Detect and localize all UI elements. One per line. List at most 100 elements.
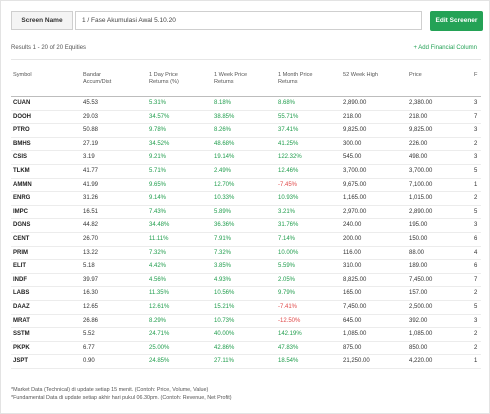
cell-price: 195.00 [409, 222, 428, 229]
symbol-link[interactable]: JSPT [13, 358, 29, 365]
cell-f: 3 [474, 154, 478, 161]
cell-price: 392.00 [409, 317, 428, 324]
cell-high: 240.00 [343, 222, 362, 229]
edit-screener-button[interactable]: Edit Screener [430, 11, 483, 31]
symbol-link[interactable]: CSIS [13, 154, 28, 161]
cell-week: 27.11% [214, 358, 234, 365]
cell-bandar: 45.53 [83, 100, 99, 106]
cell-day: 11.35% [149, 290, 169, 297]
screener-table: Symbol Bandar Accum/Dist 1 Day Price Returns… [11, 67, 481, 369]
cell-f: 5 [474, 167, 478, 174]
cell-high: 200.00 [343, 235, 362, 242]
column-header-text: Returns [214, 79, 234, 85]
table-row[interactable]: LABS 16.30 11.35% 10.56% 9.79% 165.00 157.00 2 [11, 287, 481, 301]
cell-f: 5 [474, 303, 478, 310]
cell-f: 1 [474, 358, 478, 365]
table-row[interactable]: PRIM 13.22 7.32% 7.32% 10.00% 116.00 88.00 4 [11, 247, 481, 261]
table-row[interactable]: DAAZ 12.65 12.61% 15.21% -7.41% 7,450.00 2,500… [11, 301, 481, 315]
cell-day: 9.14% [149, 195, 167, 202]
cell-day: 34.48% [149, 222, 170, 229]
column-header-month[interactable]: 1 Month Price Returns [278, 72, 313, 86]
add-financial-column-link[interactable]: + Add Financial Column [413, 45, 477, 51]
column-header-symbol[interactable]: Symbol [13, 72, 32, 79]
column-header-text: Accum/Dist [83, 79, 112, 85]
table-row[interactable]: CSIS 3.19 9.21% 19.14% 122.32% 545.00 498.00 3 [11, 151, 481, 165]
symbol-link[interactable]: DAAZ [13, 303, 30, 310]
cell-bandar: 41.99 [83, 181, 99, 188]
symbol-link[interactable]: CUAN [13, 100, 31, 106]
symbol-link[interactable]: PTRO [13, 127, 30, 134]
table-row[interactable]: DGNS 44.82 34.48% 36.36% 31.76% 240.00 195.00 3 [11, 219, 481, 233]
cell-month: -12.50% [278, 317, 301, 324]
table-row[interactable]: AMMN 41.99 9.65% 12.70% -7.45% 9,675.00 7,100.… [11, 179, 481, 193]
cell-month: 3.21% [278, 208, 296, 215]
table-row[interactable]: PTRO 50.88 9.78% 8.26% 37.41% 9,825.00 9,825.0… [11, 124, 481, 138]
column-header-week[interactable]: 1 Week Price Returns [214, 72, 247, 86]
screener-toolbar: Screen Name 1 / Fase Akumulasi Awal 5.10… [11, 11, 483, 32]
cell-price: 2,380.00 [409, 100, 433, 106]
divider [11, 59, 481, 60]
symbol-link[interactable]: INDF [13, 276, 27, 283]
cell-week: 38.85% [214, 113, 235, 120]
column-header-text: Returns (%) [149, 79, 179, 85]
column-header-text: Bandar [83, 72, 102, 78]
cell-day: 4.42% [149, 263, 167, 270]
table-row[interactable]: DOOH 29.03 34.57% 38.85% 55.71% 218.00 218.00 7 [11, 111, 481, 125]
table-row[interactable]: ENRG 31.26 9.14% 10.33% 10.93% 1,165.00 1,015.… [11, 192, 481, 206]
table-row[interactable]: CENT 26.70 11.11% 7.91% 7.14% 200.00 150.00 6 [11, 233, 481, 247]
cell-week: 10.56% [214, 290, 235, 297]
symbol-link[interactable]: ENRG [13, 195, 31, 202]
column-header-high[interactable]: 52 Week High [343, 72, 378, 79]
cell-price: 3,700.00 [409, 167, 433, 174]
symbol-link[interactable]: TLKM [13, 167, 30, 174]
cell-week: 40.00% [214, 331, 235, 338]
symbol-link[interactable]: DGNS [13, 222, 31, 229]
symbol-link[interactable]: LABS [13, 290, 30, 297]
symbol-link[interactable]: PRIM [13, 249, 28, 256]
symbol-link[interactable]: DOOH [13, 113, 31, 120]
cell-day: 7.43% [149, 208, 167, 215]
symbol-link[interactable]: ELIT [13, 263, 26, 270]
cell-month: -7.45% [278, 181, 298, 188]
cell-day: 5.31% [149, 100, 167, 106]
symbol-link[interactable]: SSTM [13, 331, 30, 338]
cell-bandar: 6.77 [83, 344, 95, 351]
column-header-day[interactable]: 1 Day Price Returns (%) [149, 72, 179, 86]
cell-bandar: 50.88 [83, 127, 99, 134]
column-header-text: Price [409, 72, 422, 78]
column-header-bandar[interactable]: Bandar Accum/Dist [83, 72, 111, 86]
column-header-price[interactable]: Price [409, 72, 422, 79]
table-row[interactable]: PKPK 6.77 25.00% 42.86% 47.83% 875.00 850.00 2 [11, 342, 481, 356]
table-row[interactable]: INDF 39.97 4.56% 4.93% 2.05% 8,825.00 7,450.00… [11, 274, 481, 288]
table-row[interactable]: CUAN 45.53 5.31% 8.18% 8.68% 2,890.00 2,380.00… [11, 97, 481, 111]
symbol-link[interactable]: AMMN [13, 181, 32, 188]
cell-f: 6 [474, 235, 478, 242]
cell-high: 545.00 [343, 154, 362, 161]
table-row[interactable]: JSPT 0.90 24.85% 27.11% 18.54% 21,250.00 4,220… [11, 355, 481, 369]
symbol-link[interactable]: CENT [13, 235, 30, 242]
table-row[interactable]: SSTM 5.52 24.71% 40.00% 142.19% 1,085.00 1,085… [11, 328, 481, 342]
table-row[interactable]: ELIT 5.18 4.42% 3.85% 5.59% 310.00 189.00 6 [11, 260, 481, 274]
table-row[interactable]: BMHS 27.19 34.52% 48.68% 41.25% 300.00 226.00 2 [11, 138, 481, 152]
cell-month: 37.41% [278, 127, 299, 134]
cell-day: 5.71% [149, 167, 167, 174]
cell-bandar: 13.22 [83, 249, 99, 256]
cell-price: 1,085.00 [409, 331, 433, 338]
screen-name-field[interactable]: 1 / Fase Akumulasi Awal 5.10.20 [75, 11, 422, 30]
cell-price: 498.00 [409, 154, 428, 161]
table-row[interactable]: TLKM 41.77 5.71% 2.49% 12.46% 3,700.00 3,700.0… [11, 165, 481, 179]
symbol-link[interactable]: BMHS [13, 140, 31, 147]
symbol-link[interactable]: PKPK [13, 344, 30, 351]
cell-high: 310.00 [343, 263, 362, 270]
column-header-text: Returns [278, 79, 298, 85]
table-row[interactable]: IMPC 16.51 7.43% 5.89% 3.21% 2,970.00 2,890.00… [11, 206, 481, 220]
column-header-f[interactable]: F [474, 72, 477, 79]
cell-f: 2 [474, 140, 478, 147]
cell-day: 24.85% [149, 358, 170, 365]
cell-f: 7 [474, 276, 478, 283]
cell-month: 122.32% [278, 154, 302, 161]
table-row[interactable]: MRAT 26.86 8.29% 10.73% -12.50% 645.00 392.00 3 [11, 315, 481, 329]
symbol-link[interactable]: MRAT [13, 317, 30, 324]
symbol-link[interactable]: IMPC [13, 208, 28, 215]
